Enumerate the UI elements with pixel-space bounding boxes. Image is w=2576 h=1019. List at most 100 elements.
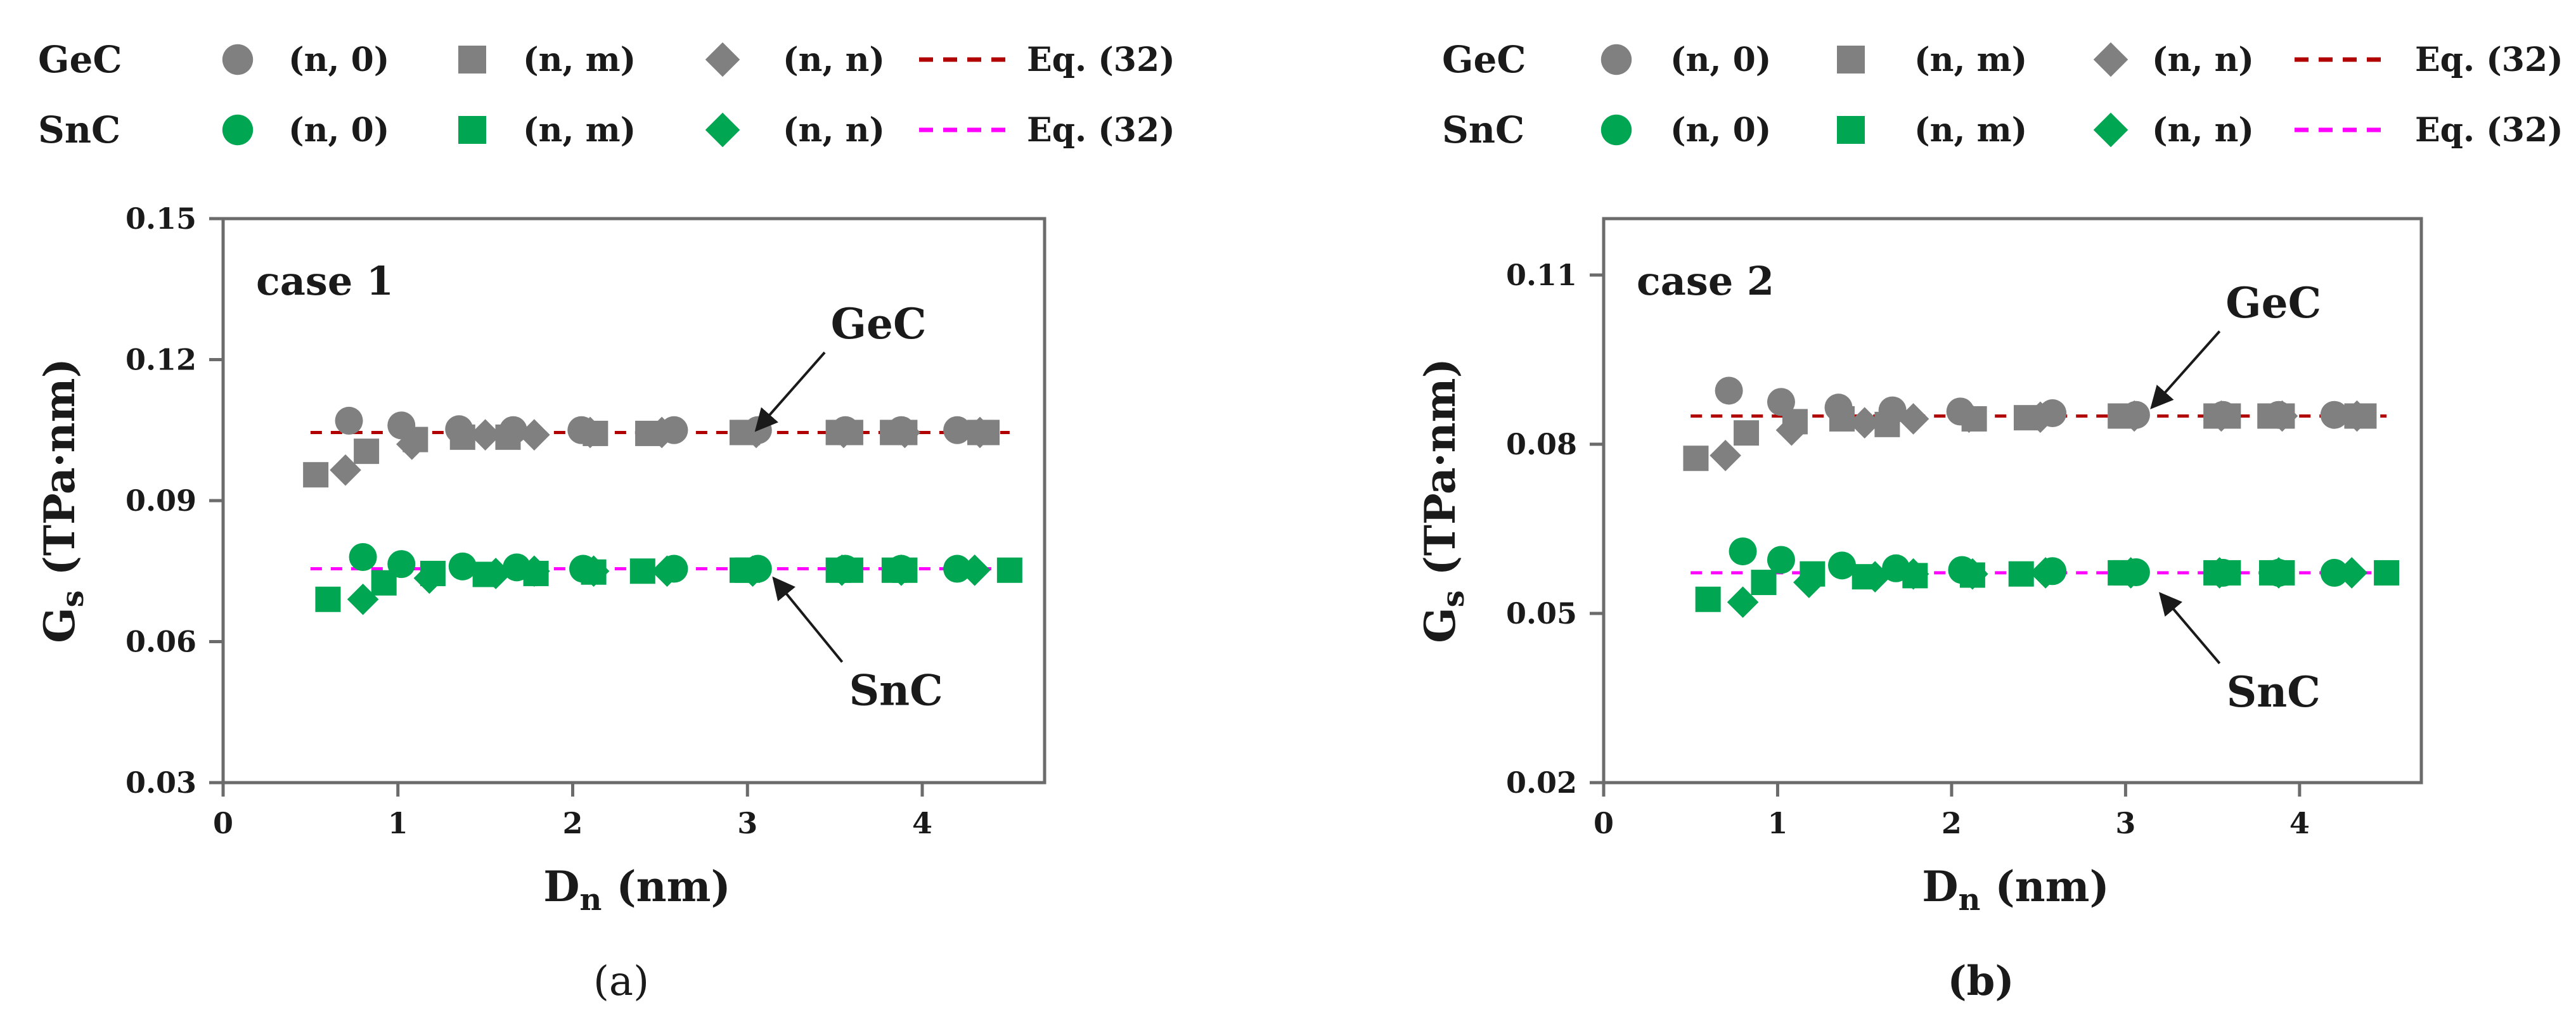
- data-point: [449, 424, 475, 450]
- x-tick-label: 4: [912, 806, 932, 840]
- data-point: [577, 555, 610, 587]
- series-snc-diamond: [1727, 557, 2368, 618]
- y-tick-label: 0.08: [1506, 427, 1577, 461]
- x-tick-label: 4: [2289, 806, 2310, 840]
- legend-item-label: Eq. (32): [1027, 41, 1175, 79]
- data-point: [1829, 406, 1855, 432]
- legend-group-label: SnC: [1442, 108, 1524, 151]
- annotation-snc-arrow: [2158, 592, 2221, 665]
- series-snc-diamond: [347, 554, 991, 615]
- data-point: [2374, 560, 2400, 586]
- legend-item-label: Eq. (32): [2415, 41, 2563, 79]
- legend-group-label: GeC: [1442, 38, 1526, 81]
- data-point: [651, 555, 683, 587]
- x-tick-label: 0: [213, 806, 233, 840]
- data-point: [2118, 400, 2150, 432]
- data-point: [964, 416, 996, 449]
- data-point: [2320, 558, 2348, 587]
- legend-diamond-icon: [705, 112, 740, 148]
- data-point: [996, 557, 1022, 583]
- data-point: [315, 586, 341, 612]
- plot-area-frame: [1602, 217, 2423, 785]
- legend-group-label: SnC: [38, 108, 120, 151]
- data-point: [828, 416, 860, 449]
- data-point: [2008, 561, 2034, 587]
- annotation-gec-arrow: [2150, 330, 2221, 409]
- data-point: [413, 562, 446, 594]
- y-tick-label: 0.09: [126, 484, 196, 518]
- x-tick-label: 3: [2115, 806, 2135, 840]
- legend-diamond-icon: [2093, 42, 2128, 77]
- legend-row-gec-panel-2: GeC (n, 0) (n, m) (n, n) Eq. (32): [1442, 38, 2563, 81]
- data-point: [1953, 401, 1985, 433]
- legend-group-label: GeC: [38, 38, 122, 81]
- legend-circle-icon: [222, 114, 254, 146]
- legend-item-label: Eq. (32): [2415, 111, 2563, 150]
- legend-item-label: (n, 0): [1670, 41, 1771, 79]
- x-tick-label: 2: [1942, 806, 1962, 840]
- data-point: [1729, 537, 1757, 566]
- chart-panel-1: 0.03 0.06 0.09 0.12 0.15 0 1 2 3 4 Dn (nm) Gs (TPa·…: [35, 202, 1046, 1005]
- data-point: [349, 543, 377, 571]
- legend-item-label: (n, 0): [288, 111, 389, 150]
- y-axis-title-main: G: [35, 607, 84, 643]
- x-tick-label: 3: [737, 806, 757, 840]
- legend-square-icon: [458, 46, 486, 74]
- x-tick-label: 0: [1594, 806, 1614, 840]
- data-point: [1751, 570, 1777, 596]
- x-axis-title-unit: (nm): [1980, 862, 2109, 911]
- x-axis-title-subscript: n: [1959, 882, 1981, 918]
- legend-square-icon: [458, 116, 486, 144]
- data-point: [886, 554, 917, 586]
- y-tick-label: 0.11: [1506, 258, 1577, 292]
- data-point: [371, 570, 397, 596]
- y-axis-title: Gs (TPa·nm): [35, 358, 91, 643]
- data-point: [1715, 376, 1743, 405]
- annotation-gec-arrow: [754, 351, 826, 432]
- y-axis-title-subscript: s: [55, 590, 91, 607]
- data-point: [2115, 557, 2147, 589]
- legend-item-label: (n, m): [523, 111, 636, 150]
- data-point: [347, 583, 379, 615]
- series-gec-diamond: [1710, 400, 2373, 471]
- annotation-snc-label: SnC: [2227, 667, 2321, 717]
- data-point: [448, 552, 477, 580]
- data-point: [1683, 445, 1709, 471]
- data-point: [1767, 388, 1795, 416]
- y-axis-title-main: G: [1415, 607, 1465, 643]
- data-point: [943, 416, 972, 444]
- data-point: [2025, 401, 2056, 433]
- data-point: [1767, 546, 1795, 574]
- legend-row-snc-panel-2: SnC (n, 0) (n, m) (n, n) Eq. (32): [1442, 108, 2563, 151]
- legend-diamond-icon: [705, 42, 740, 77]
- annotation-gec-label: GeC: [2225, 278, 2321, 328]
- legend-circle-icon: [1600, 114, 1632, 146]
- legend-item-label: (n, 0): [1670, 111, 1771, 150]
- data-point: [2341, 400, 2373, 432]
- series-gec-diamond: [330, 416, 996, 486]
- case-label: case 1: [256, 258, 394, 304]
- x-axis-title: Dn (nm): [1922, 862, 2109, 918]
- data-point: [1734, 420, 1760, 446]
- x-axis-title-main: D: [1922, 862, 1958, 911]
- x-axis-title: Dn (nm): [543, 862, 730, 918]
- data-point: [737, 555, 769, 587]
- legend-item-label: Eq. (32): [1027, 111, 1175, 150]
- data-point: [1957, 558, 1988, 590]
- data-point: [518, 419, 550, 451]
- data-point: [518, 555, 550, 587]
- legend-item-label: (n, m): [1914, 41, 2027, 79]
- data-point: [1897, 403, 1929, 435]
- data-point: [354, 439, 380, 465]
- data-point: [1897, 558, 1929, 590]
- annotation-snc-arrow: [772, 576, 844, 663]
- y-axis-title-subscript: s: [1436, 590, 1471, 607]
- data-point: [396, 428, 428, 460]
- data-point: [889, 416, 921, 449]
- data-point: [826, 554, 858, 586]
- y-axis-title: Gs (TPa·nm): [1415, 358, 1471, 643]
- data-point: [2205, 400, 2238, 432]
- legend-square-icon: [1837, 46, 1865, 74]
- data-point: [2203, 557, 2236, 589]
